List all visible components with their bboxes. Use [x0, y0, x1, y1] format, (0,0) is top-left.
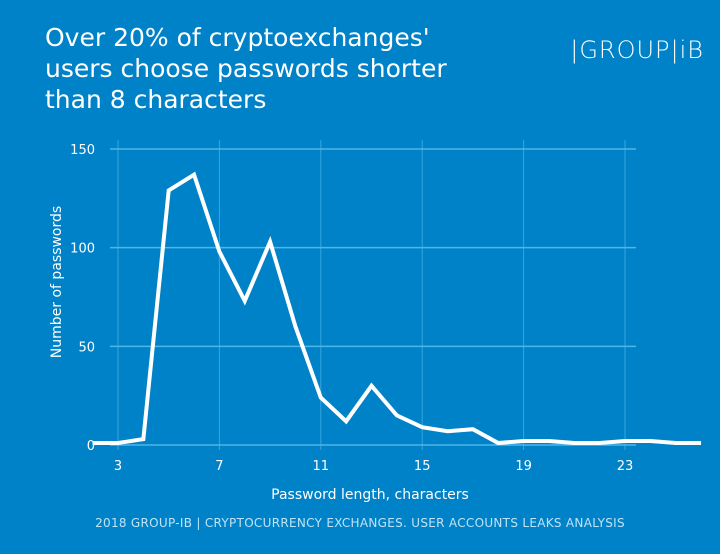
- x-tick-label: 15: [414, 459, 431, 474]
- y-tick-label: 50: [78, 340, 95, 355]
- x-tick-label: 23: [617, 459, 634, 474]
- x-tick-label: 3: [114, 459, 122, 474]
- x-tick-label: 19: [515, 459, 532, 474]
- footer-caption: 2018 GROUP-IB | CRYPTOCURRENCY EXCHANGES…: [95, 516, 625, 530]
- y-tick-label: 100: [70, 242, 95, 257]
- y-tick-label: 150: [70, 143, 95, 158]
- data-series-line: [92, 171, 702, 446]
- x-tick-label: 11: [313, 459, 330, 474]
- chart-title: Over 20% of cryptoexchanges' users choos…: [45, 23, 447, 114]
- y-tick-label: 0: [87, 439, 95, 454]
- y-axis-label: Number of passwords: [49, 206, 65, 358]
- x-axis-label: Password length, characters: [271, 487, 469, 503]
- group-ib-logo: |GROUP|iB: [570, 36, 704, 64]
- x-tick-label: 7: [215, 459, 223, 474]
